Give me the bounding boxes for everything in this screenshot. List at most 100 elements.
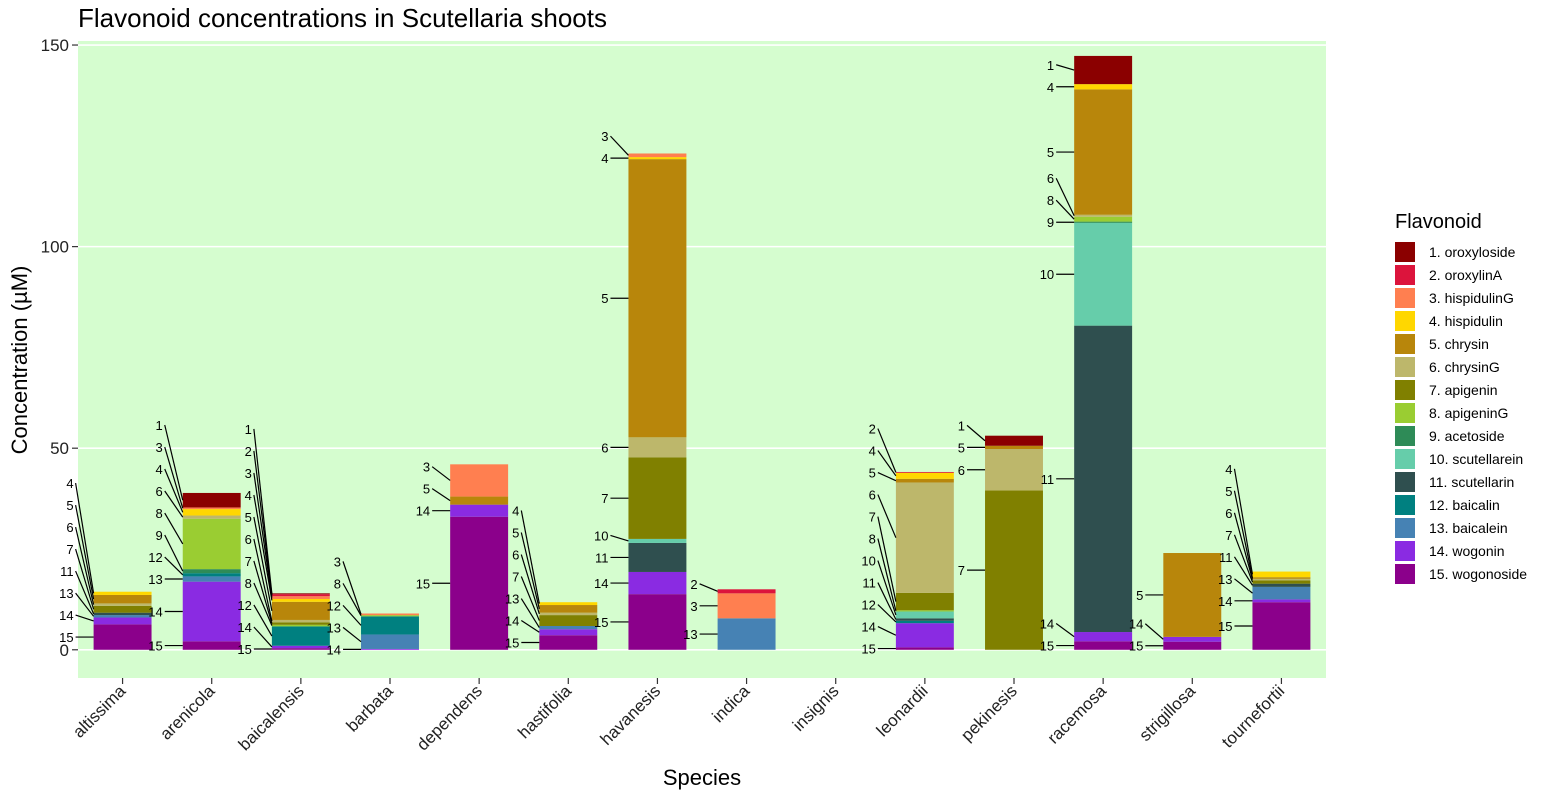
segment-label-leader bbox=[520, 554, 540, 615]
segment-label: 6 bbox=[601, 440, 608, 455]
bar-segment-hastifolia-13 bbox=[539, 625, 598, 630]
segment-label: 7 bbox=[66, 542, 73, 557]
segment-label: 11 bbox=[595, 550, 609, 565]
bar-segment-leonardii-11 bbox=[895, 618, 954, 621]
segment-label: 7 bbox=[512, 570, 519, 585]
segment-label-leader bbox=[164, 446, 184, 509]
segment-label: 7 bbox=[1225, 528, 1232, 543]
segment-label: 6 bbox=[512, 548, 519, 563]
bar-segment-racemosa-6 bbox=[1074, 214, 1133, 217]
bar-segment-havanesis-11 bbox=[628, 542, 687, 572]
segment-label: 5 bbox=[869, 466, 876, 481]
x-axis: altissima arenicola baicalensis barbata depe… bbox=[69, 678, 1288, 754]
y-axis-title: Concentration (µM) bbox=[7, 266, 32, 455]
segment-label: 4 bbox=[1225, 462, 1232, 477]
legend-label: 8. apigeninG bbox=[1429, 405, 1508, 421]
segment-label: 12 bbox=[237, 598, 251, 613]
y-tick-label: 100 bbox=[41, 238, 69, 257]
y-tick-label: 0 bbox=[60, 641, 69, 660]
legend-swatch bbox=[1395, 564, 1415, 584]
x-tick-label: insignis bbox=[789, 681, 843, 735]
legend-swatch bbox=[1395, 495, 1415, 515]
segment-label: 1 bbox=[245, 422, 252, 437]
segment-label: 9 bbox=[156, 528, 163, 543]
segment-label: 5 bbox=[512, 526, 519, 541]
segment-label: 4 bbox=[512, 504, 519, 519]
bar-segment-havanesis-6 bbox=[628, 437, 687, 458]
segment-label-leader bbox=[253, 582, 273, 626]
bar-segment-tournefortii-13 bbox=[1252, 586, 1311, 600]
bar-segment-dependens-3 bbox=[450, 464, 509, 497]
segment-label: 7 bbox=[245, 554, 252, 569]
segment-label-leader bbox=[253, 604, 273, 637]
bar-segment-baicalensis-15 bbox=[271, 648, 330, 650]
bar-segment-strigillosa-14 bbox=[1163, 636, 1222, 642]
segment-label-leader bbox=[342, 604, 362, 626]
bars-layer bbox=[93, 55, 1311, 650]
legend-label: 5. chrysin bbox=[1429, 336, 1489, 352]
bar-segment-altissima-13 bbox=[93, 615, 152, 618]
chart-title: Flavonoid concentrations in Scutellaria … bbox=[78, 3, 607, 33]
bar-segment-altissima-7 bbox=[93, 605, 152, 613]
bar-segment-leonardii-5 bbox=[895, 478, 954, 483]
legend-swatch bbox=[1395, 426, 1415, 446]
segment-label-leader bbox=[520, 510, 540, 604]
legend-swatch bbox=[1395, 334, 1415, 354]
segment-label: 6 bbox=[156, 484, 163, 499]
segment-label: 3 bbox=[245, 466, 252, 481]
bar-segment-tournefortii-7 bbox=[1252, 580, 1311, 584]
segment-label-leader bbox=[877, 560, 897, 616]
segment-label-leader bbox=[164, 556, 184, 576]
segment-label: 2 bbox=[869, 422, 876, 437]
segment-label-leader bbox=[877, 626, 897, 636]
segment-label: 11 bbox=[862, 576, 876, 591]
segment-label-leader bbox=[253, 472, 273, 598]
bar-segment-hastifolia-15 bbox=[539, 635, 598, 650]
segment-label: 6 bbox=[1047, 171, 1054, 186]
segment-label: 15 bbox=[416, 576, 430, 591]
bar-segment-arenicola-9 bbox=[182, 569, 241, 574]
bar-segment-leonardii-15 bbox=[895, 647, 954, 650]
segment-label: 15 bbox=[1129, 639, 1143, 654]
segment-label-leader bbox=[877, 494, 897, 538]
bar-segment-baicalensis-12 bbox=[271, 626, 330, 646]
bar-segment-racemosa-9 bbox=[1074, 221, 1133, 223]
segment-label-leader bbox=[431, 466, 451, 481]
legend-label: 2. oroxylinA bbox=[1429, 267, 1503, 283]
segment-label-leader bbox=[610, 135, 629, 156]
bar-segment-barbata-8 bbox=[361, 615, 419, 617]
bar-segment-havanesis-14 bbox=[628, 571, 687, 595]
segment-label: 15 bbox=[1040, 639, 1054, 654]
segment-label: 5 bbox=[1225, 484, 1232, 499]
bar-segment-havanesis-5 bbox=[628, 159, 687, 438]
segment-label-leader bbox=[1055, 199, 1075, 220]
legend-label: 11. scutellarin bbox=[1429, 474, 1514, 490]
segment-label: 5 bbox=[423, 482, 430, 497]
segment-label: 4 bbox=[66, 476, 73, 491]
segment-label-leader bbox=[253, 626, 273, 648]
segment-label: 4 bbox=[1047, 80, 1054, 95]
bar-segment-tournefortii-14 bbox=[1252, 599, 1311, 603]
bar-segment-baicalensis-5 bbox=[271, 601, 330, 620]
bar-segment-havanesis-4 bbox=[628, 157, 687, 160]
bar-segment-arenicola-1 bbox=[182, 492, 241, 508]
segment-label-leader bbox=[1056, 64, 1075, 71]
segment-label: 14 bbox=[594, 576, 608, 591]
segment-label: 14 bbox=[148, 604, 162, 619]
bar-segment-arenicola-4 bbox=[182, 509, 241, 516]
bar-segment-dependens-5 bbox=[450, 496, 509, 505]
legend-swatch bbox=[1395, 541, 1415, 561]
segment-label-leader bbox=[342, 583, 362, 617]
bar-segment-barbata-13 bbox=[361, 634, 419, 649]
segment-label-leader bbox=[877, 516, 897, 602]
bar-segment-strigillosa-15 bbox=[1163, 641, 1222, 650]
bar-segment-pekinesis-5 bbox=[985, 445, 1043, 450]
x-tick-label: tournefortii bbox=[1218, 681, 1288, 751]
segment-label-leader bbox=[75, 482, 95, 594]
x-tick-label: arenicola bbox=[156, 681, 219, 744]
bar-segment-hastifolia-14 bbox=[539, 629, 598, 636]
bar-segment-indica-13 bbox=[717, 618, 776, 650]
bar-segment-leonardii-10 bbox=[895, 611, 954, 619]
segment-label: 13 bbox=[683, 627, 697, 642]
segment-label-leader bbox=[342, 561, 362, 615]
